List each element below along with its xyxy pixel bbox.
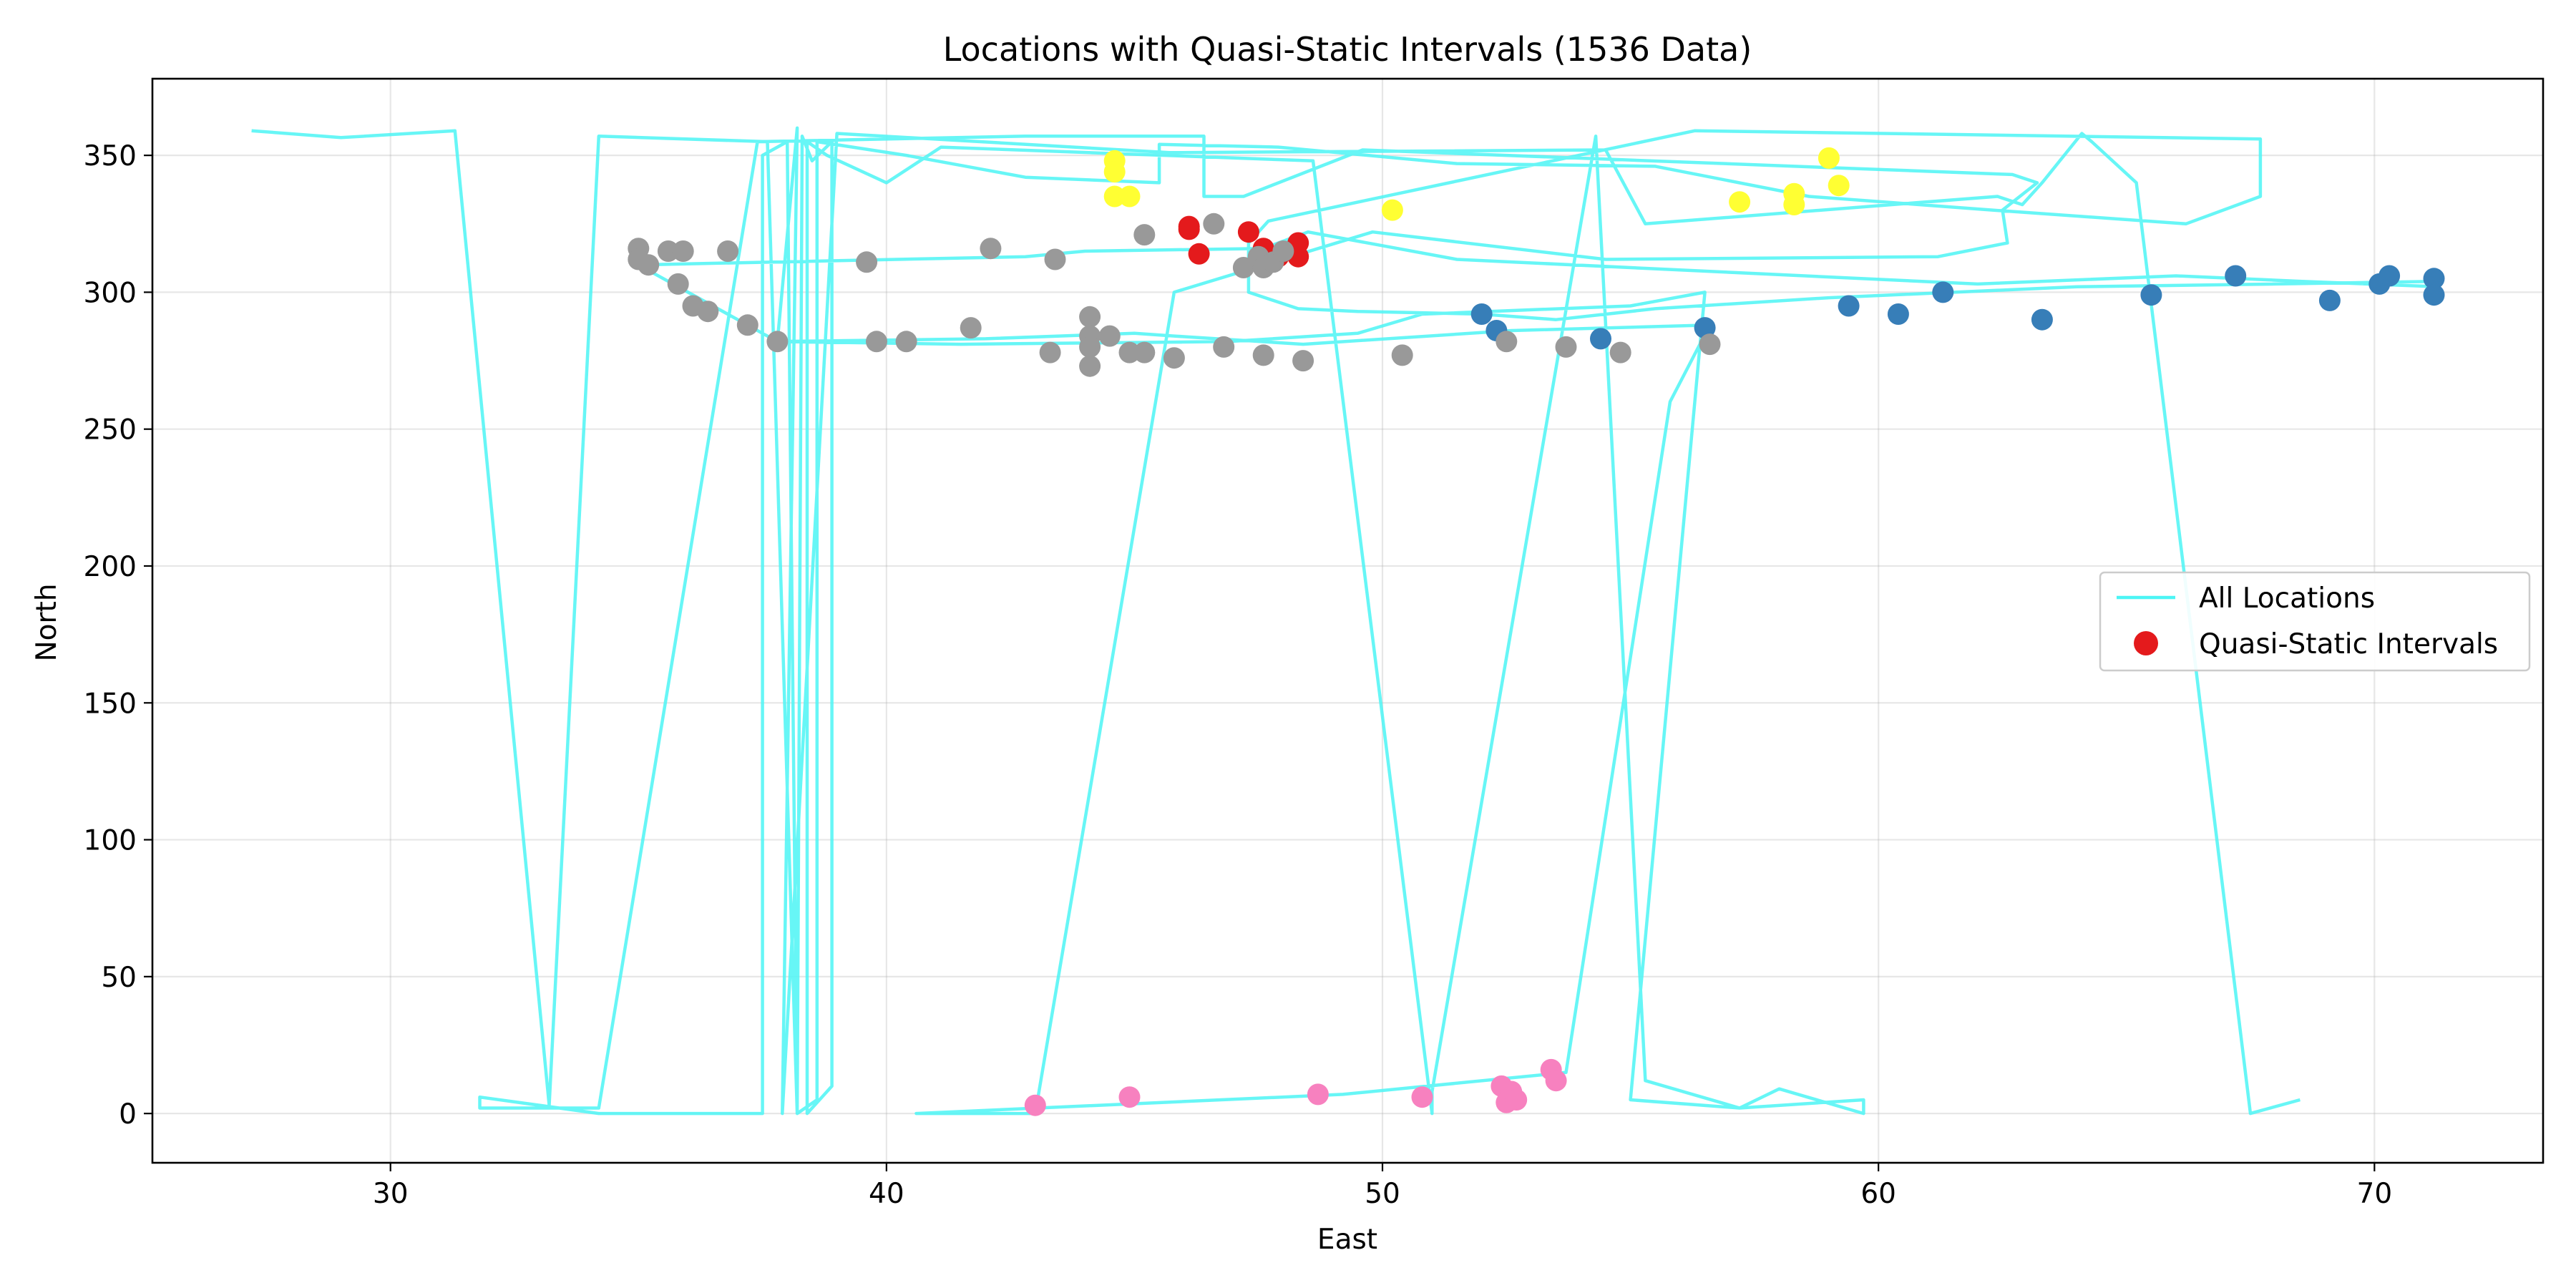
legend-label-all-locations: All Locations [2199, 582, 2375, 615]
axis-ticks: 30 40 50 60 70 0 50 100 150 200 250 300 350 [84, 140, 2393, 1210]
quasi-static-point-cluster-2 [1103, 161, 1126, 183]
x-axis-label: East [1317, 1224, 1377, 1256]
quasi-static-point-cluster-4 [1555, 336, 1577, 358]
y-axis-label: North [31, 583, 63, 661]
quasi-static-point-cluster-4 [980, 238, 1002, 260]
quasi-static-point-cluster-4 [1133, 341, 1156, 364]
quasi-static-point-cluster-2 [1783, 194, 1805, 215]
plot-data [251, 126, 2445, 1116]
quasi-static-point-cluster-3 [1932, 281, 1954, 303]
quasi-static-point-cluster-1 [1188, 243, 1210, 265]
quasi-static-point-cluster-3 [2423, 268, 2445, 290]
quasi-static-point-cluster-4 [1496, 331, 1518, 353]
quasi-static-point-cluster-4 [1292, 350, 1314, 372]
quasi-static-point-cluster-1 [1237, 221, 1259, 243]
quasi-static-point-cluster-4 [1044, 248, 1066, 270]
quasi-static-point-cluster-4 [1098, 325, 1121, 347]
quasi-static-point-cluster-2 [1818, 147, 1840, 169]
legend-box [2099, 571, 2531, 672]
quasi-static-point-cluster-3 [2379, 265, 2401, 287]
quasi-static-point-cluster-4 [667, 273, 689, 295]
quasi-static-point-cluster-3 [2423, 284, 2445, 306]
chart-title: Locations with Quasi-Static Intervals (1… [943, 30, 1752, 69]
quasi-static-point-cluster-4 [960, 317, 982, 339]
quasi-static-point-cluster-4 [866, 331, 887, 353]
quasi-static-point-cluster-5 [1118, 1086, 1141, 1108]
quasi-static-point-cluster-4 [1079, 336, 1101, 358]
quasi-static-point-cluster-5 [1024, 1094, 1046, 1116]
quasi-static-point-cluster-5 [1545, 1070, 1567, 1092]
quasi-static-point-cluster-5 [1307, 1083, 1329, 1106]
quasi-static-point-cluster-3 [2140, 284, 2162, 306]
y-tick-label: 50 [101, 962, 137, 994]
quasi-static-point-cluster-4 [1079, 306, 1101, 328]
x-tick-label: 60 [1860, 1178, 1896, 1210]
quasi-static-point-cluster-4 [1039, 341, 1061, 364]
quasi-static-point-cluster-3 [1838, 295, 1860, 317]
quasi-static-point-cluster-4 [1609, 341, 1631, 364]
quasi-static-point-cluster-4 [1232, 257, 1254, 278]
quasi-static-point-cluster-4 [1118, 341, 1141, 364]
y-tick-label: 100 [84, 825, 137, 857]
quasi-static-point-cluster-4 [697, 301, 719, 323]
quasi-static-point-cluster-4 [766, 331, 789, 353]
all-locations-path [251, 126, 2441, 1116]
y-tick-label: 150 [84, 688, 137, 720]
quasi-static-point-cluster-4 [657, 240, 679, 262]
quasi-static-point-cluster-4 [672, 240, 694, 262]
plot-frame [151, 77, 2545, 1164]
quasi-static-point-cluster-5 [1411, 1086, 1433, 1108]
quasi-static-point-cluster-4 [1699, 333, 1721, 356]
quasi-static-point-cluster-4 [736, 314, 758, 336]
quasi-static-point-cluster-4 [1272, 240, 1294, 262]
y-tick-label: 350 [84, 140, 137, 172]
quasi-static-point-cluster-4 [1213, 336, 1235, 358]
quasi-static-point-cluster-4 [895, 331, 917, 353]
quasi-static-point-cluster-3 [1470, 303, 1493, 325]
quasi-static-point-cluster-2 [1118, 185, 1141, 208]
x-tick-label: 70 [2357, 1178, 2393, 1210]
y-tick-label: 0 [119, 1098, 137, 1131]
quasi-static-point-cluster-4 [856, 251, 878, 273]
quasi-static-point-cluster-3 [2318, 289, 2341, 311]
quasi-static-point-cluster-4 [1252, 344, 1274, 366]
quasi-static-point-cluster-4 [717, 240, 739, 262]
quasi-static-point-cluster-3 [1590, 328, 1611, 350]
y-tick-label: 300 [84, 277, 137, 309]
y-tick-label: 200 [84, 551, 137, 583]
y-tick-label: 250 [84, 414, 137, 447]
quasi-static-point-cluster-3 [2225, 265, 2247, 287]
quasi-static-point-cluster-2 [1729, 191, 1751, 213]
quasi-static-point-cluster-4 [638, 254, 660, 276]
legend: All Locations Quasi-Static Intervals [2099, 571, 2531, 672]
quasi-static-point-cluster-1 [1178, 215, 1200, 238]
x-tick-label: 30 [373, 1178, 409, 1210]
quasi-static-point-cluster-2 [1381, 199, 1403, 221]
x-tick-label: 50 [1365, 1178, 1400, 1210]
quasi-static-point-cluster-3 [1694, 317, 1716, 339]
quasi-static-point-cluster-4 [1133, 224, 1156, 246]
quasi-static-point-cluster-5 [1506, 1089, 1528, 1111]
x-tick-label: 40 [869, 1178, 904, 1210]
quasi-static-point-cluster-4 [1391, 344, 1413, 366]
quasi-static-point-cluster-4 [1079, 355, 1101, 377]
legend-marker-swatch [2134, 631, 2158, 655]
quasi-static-point-cluster-2 [1103, 185, 1126, 208]
quasi-static-point-cluster-4 [1203, 213, 1225, 235]
quasi-static-point-cluster-3 [1887, 303, 1909, 325]
quasi-static-point-cluster-4 [1163, 347, 1185, 369]
quasi-static-point-cluster-2 [1828, 175, 1850, 197]
legend-label-quasi-static: Quasi-Static Intervals [2199, 628, 2498, 660]
quasi-static-point-cluster-3 [2031, 308, 2053, 331]
